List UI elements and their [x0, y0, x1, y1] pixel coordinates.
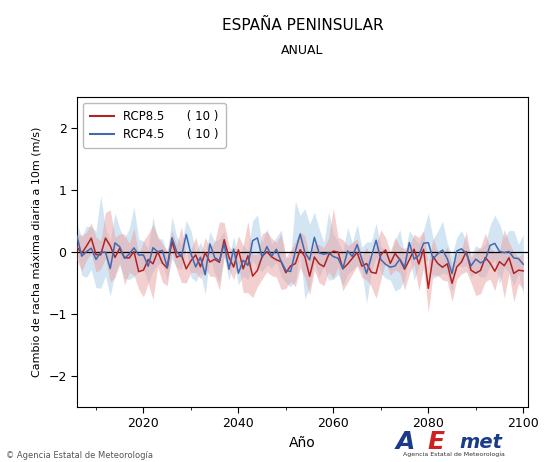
Text: ANUAL: ANUAL	[281, 44, 324, 57]
Text: Agencia Estatal de Meteorología: Agencia Estatal de Meteorología	[403, 452, 505, 457]
Legend: RCP8.5      ( 10 ), RCP4.5      ( 10 ): RCP8.5 ( 10 ), RCP4.5 ( 10 )	[83, 103, 226, 148]
Y-axis label: Cambio de racha máxima diaria a 10m (m/s): Cambio de racha máxima diaria a 10m (m/s…	[32, 127, 43, 377]
Text: met: met	[459, 433, 502, 452]
Text: © Agencia Estatal de Meteorología: © Agencia Estatal de Meteorología	[6, 451, 152, 460]
Text: E: E	[427, 431, 444, 454]
Text: A: A	[396, 431, 415, 454]
X-axis label: Año: Año	[289, 436, 316, 450]
Text: ESPAÑA PENINSULAR: ESPAÑA PENINSULAR	[222, 18, 383, 34]
